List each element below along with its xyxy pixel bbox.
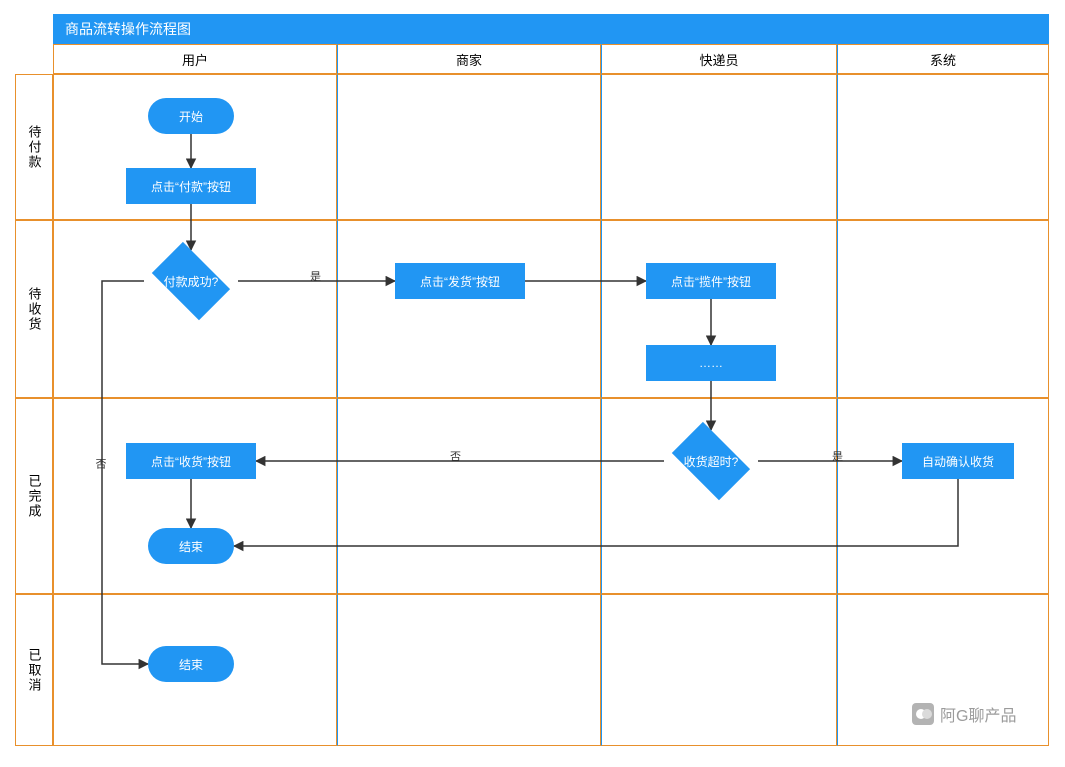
- node-auto: 自动确认收货: [902, 443, 1014, 479]
- node-timeout: 收货超时?: [664, 430, 758, 492]
- lane-label: 用户: [182, 50, 208, 69]
- row-header-cancelled: 已取消: [15, 594, 53, 746]
- row-header-pending-receive: 待收货: [15, 220, 53, 398]
- cell: [337, 398, 601, 594]
- cell: [837, 398, 1049, 594]
- lane-header-courier: 快递员: [601, 44, 837, 74]
- title-bar: 商品流转操作流程图: [53, 14, 1049, 44]
- node-pay_ok: 付款成功?: [144, 250, 238, 312]
- node-dots: ……: [646, 345, 776, 381]
- row-label: 待付款: [25, 125, 44, 170]
- watermark-text: 阿G聊产品: [940, 702, 1016, 726]
- lane-header-system: 系统: [837, 44, 1049, 74]
- node-start: 开始: [148, 98, 234, 134]
- node-label: 点击“收货”按钮: [151, 453, 231, 470]
- node-label: 点击“付款”按钮: [151, 178, 231, 195]
- cell: [601, 594, 837, 746]
- cell: [337, 74, 601, 220]
- node-label: ……: [699, 356, 723, 370]
- node-label: 自动确认收货: [922, 453, 994, 470]
- node-recv: 点击“收货”按钮: [126, 443, 256, 479]
- edge-label: 否: [450, 448, 461, 464]
- diagram-title: 商品流转操作流程图: [65, 19, 191, 39]
- row-header-pending-pay: 待付款: [15, 74, 53, 220]
- cell: [601, 74, 837, 220]
- cell: [837, 74, 1049, 220]
- node-end2: 结束: [148, 646, 234, 682]
- node-label: 结束: [179, 656, 203, 673]
- node-ship: 点击“发货”按钮: [395, 263, 525, 299]
- edge-label: 是: [310, 268, 321, 284]
- flowchart-canvas: 商品流转操作流程图 用户 商家 快递员 系统 待付款 待收货 已完成 已取消: [0, 0, 1065, 767]
- row-label: 已取消: [25, 648, 44, 693]
- node-label: 结束: [179, 538, 203, 555]
- node-label: 开始: [179, 108, 203, 125]
- edge-label: 否: [92, 458, 108, 469]
- watermark: 阿G聊产品: [912, 702, 1016, 726]
- node-label: 点击“揽件”按钮: [671, 273, 751, 290]
- node-label: 付款成功?: [144, 250, 238, 312]
- node-label: 收货超时?: [664, 430, 758, 492]
- node-pickup: 点击“揽件”按钮: [646, 263, 776, 299]
- lane-label: 商家: [456, 50, 482, 69]
- lane-label: 快递员: [699, 50, 738, 69]
- cell: [53, 398, 337, 594]
- node-end1: 结束: [148, 528, 234, 564]
- cell: [337, 220, 601, 398]
- lane-header-user: 用户: [53, 44, 337, 74]
- cell: [837, 220, 1049, 398]
- node-pay_btn: 点击“付款”按钮: [126, 168, 256, 204]
- cell: [337, 594, 601, 746]
- row-label: 待收货: [25, 287, 44, 332]
- wechat-icon: [912, 703, 934, 725]
- lane-header-merchant: 商家: [337, 44, 601, 74]
- row-label: 已完成: [25, 474, 44, 519]
- node-label: 点击“发货”按钮: [420, 273, 500, 290]
- lane-label: 系统: [930, 50, 956, 69]
- row-header-completed: 已完成: [15, 398, 53, 594]
- edge-label: 是: [832, 448, 843, 464]
